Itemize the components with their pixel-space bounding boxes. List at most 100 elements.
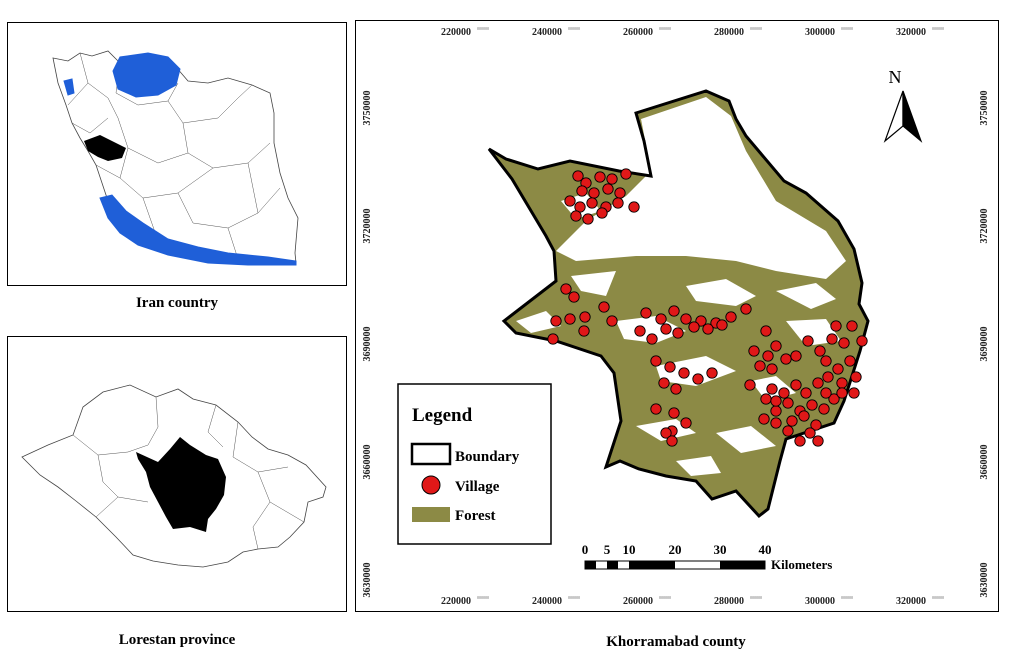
iran-lorestan-highlight — [84, 135, 126, 161]
village-marker — [762, 350, 774, 362]
scale-num-30: 30 — [714, 542, 727, 557]
village-marker — [766, 363, 778, 375]
village-marker — [850, 371, 862, 383]
x-tick-label: 280000 — [714, 27, 744, 38]
village-marker — [564, 195, 576, 207]
x-tick-sup: 000000 — [932, 595, 944, 600]
village-marker — [588, 187, 600, 199]
village-marker — [672, 327, 684, 339]
village-marker — [806, 399, 818, 411]
legend-forest-symbol — [412, 507, 450, 522]
y-tick-label: 3720000 — [362, 209, 373, 244]
village-marker — [586, 197, 598, 209]
village-marker — [770, 405, 782, 417]
x-tick-sup: 000000 — [568, 26, 580, 31]
village-marker — [838, 337, 850, 349]
village-marker — [606, 173, 618, 185]
village-marker — [848, 387, 860, 399]
village-marker — [770, 395, 782, 407]
lorestan-map — [21, 384, 327, 568]
x-tick-label: 280000 — [714, 596, 744, 607]
village-marker — [782, 397, 794, 409]
y-tick-label: 3690000 — [979, 327, 990, 362]
village-marker — [786, 415, 798, 427]
village-marker — [702, 323, 714, 335]
village-marker — [576, 185, 588, 197]
village-marker — [668, 305, 680, 317]
village-marker — [836, 387, 848, 399]
village-marker — [782, 425, 794, 437]
village-marker — [606, 315, 618, 327]
x-ticks-top: 220000 000000 220000 000000 240000 000000 2400… — [441, 26, 944, 607]
village-marker — [678, 367, 690, 379]
village-marker — [692, 373, 704, 385]
village-marker — [812, 435, 824, 447]
iran-province-borders — [67, 52, 281, 260]
village-marker — [810, 419, 822, 431]
village-marker — [582, 213, 594, 225]
village-marker — [570, 210, 582, 222]
village-marker — [612, 197, 624, 209]
village-marker — [550, 315, 562, 327]
village-marker — [680, 313, 692, 325]
village-marker — [802, 335, 814, 347]
x-tick-label: 220000 — [441, 27, 471, 38]
village-points — [547, 168, 868, 447]
legend-forest-label: Forest — [455, 508, 496, 524]
village-marker — [706, 367, 718, 379]
village-marker — [666, 435, 678, 447]
village-marker — [668, 407, 680, 419]
scale-unit: Kilometers — [771, 557, 832, 572]
x-tick-label: 300000 — [805, 596, 835, 607]
y-tick-label: 3720000 — [979, 209, 990, 244]
village-marker — [547, 333, 559, 345]
village-marker — [660, 323, 672, 335]
village-marker — [602, 183, 614, 195]
village-marker — [844, 355, 856, 367]
x-tick-sup: 000000 — [568, 595, 580, 600]
village-marker — [748, 345, 760, 357]
scale-num-0: 0 — [582, 542, 589, 557]
scale-num-10: 10 — [623, 542, 636, 557]
village-marker — [688, 321, 700, 333]
x-tick-sup: 000000 — [659, 26, 671, 31]
village-marker — [572, 170, 584, 182]
y-tick-label: 3690000 — [362, 327, 373, 362]
lorestan-county-borders — [72, 396, 305, 550]
iran-gulf-province — [99, 194, 297, 266]
village-marker — [758, 413, 770, 425]
village-marker — [650, 403, 662, 415]
north-label: N — [889, 67, 902, 87]
village-marker — [650, 355, 662, 367]
main-map-panel: 220000 000000 220000 000000 240000 000000 2400… — [355, 20, 999, 612]
village-marker — [628, 201, 640, 213]
iran-west-province — [63, 78, 75, 96]
iran-map — [52, 50, 299, 266]
scale-num-5: 5 — [604, 542, 611, 557]
x-tick-label: 320000 — [896, 27, 926, 38]
village-marker — [820, 387, 832, 399]
village-marker — [846, 320, 858, 332]
iran-map-panel — [7, 22, 347, 286]
x-tick-sup: 000000 — [750, 595, 762, 600]
x-tick-label: 320000 — [896, 596, 926, 607]
village-marker — [778, 387, 790, 399]
y-tick-label: 3630000 — [362, 563, 373, 598]
village-marker — [760, 393, 772, 405]
village-marker — [620, 168, 632, 180]
village-marker — [614, 187, 626, 199]
legend-village-label: Village — [455, 479, 500, 495]
main-map: 220000 000000 220000 000000 240000 000000 2400… — [362, 26, 990, 607]
village-marker — [770, 417, 782, 429]
x-tick-label: 300000 — [805, 27, 835, 38]
x-tick-sup: 000000 — [477, 595, 489, 600]
village-marker — [760, 325, 772, 337]
scale-bar: 0 5 10 20 30 40 Kilometers — [582, 542, 833, 572]
legend-village-symbol — [421, 475, 441, 495]
x-tick-label: 240000 — [532, 27, 562, 38]
legend-boundary-label: Boundary — [455, 449, 520, 465]
village-marker — [740, 303, 752, 315]
y-tick-label: 3750000 — [362, 91, 373, 126]
village-marker — [578, 325, 590, 337]
village-marker — [780, 353, 792, 365]
